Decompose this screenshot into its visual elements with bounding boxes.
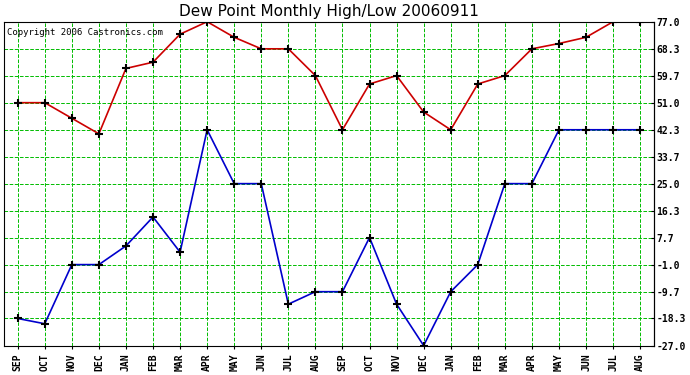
Text: Copyright 2006 Castronics.com: Copyright 2006 Castronics.com — [8, 28, 164, 37]
Title: Dew Point Monthly High/Low 20060911: Dew Point Monthly High/Low 20060911 — [179, 4, 479, 19]
